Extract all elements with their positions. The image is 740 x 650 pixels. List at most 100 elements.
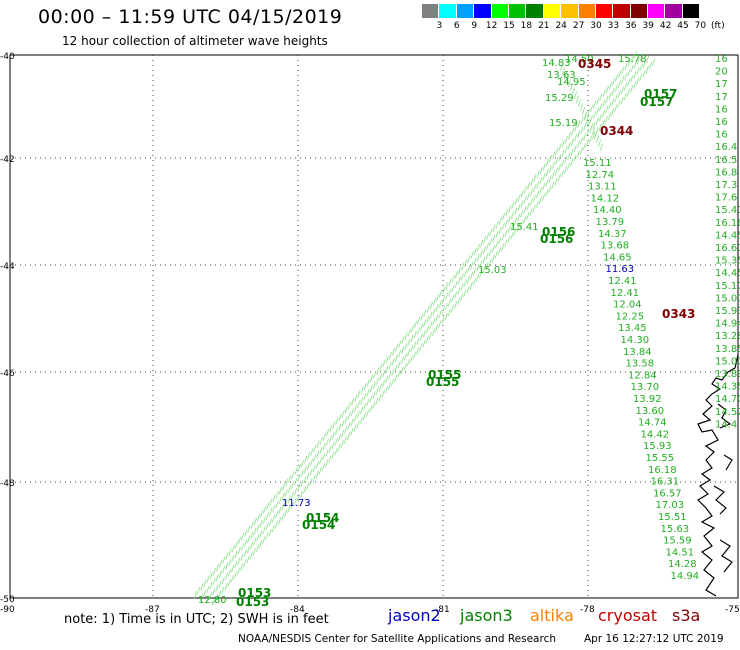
latitude-label: -50: [0, 595, 15, 605]
track-sample: /: [300, 490, 304, 500]
page-title: 00:00 – 11:59 UTC 04/15/2019: [38, 6, 343, 28]
color-scale-tick: 12: [485, 21, 498, 31]
track-sample: /: [637, 67, 641, 77]
pass-id-label: 0156: [540, 232, 573, 246]
track-sample: /: [376, 387, 380, 397]
track-sample: /: [555, 147, 559, 157]
color-swatch: [422, 4, 440, 18]
track-sample: /: [288, 475, 292, 485]
track-sample: /: [310, 448, 314, 458]
wave-height-value: 14.94: [715, 319, 740, 330]
track-sample: /: [589, 135, 593, 145]
color-swatch: [508, 4, 527, 18]
track-sample: /: [580, 136, 584, 146]
wave-height-value: 13.45: [618, 323, 647, 334]
track-sample: /: [615, 84, 619, 94]
track-sample: /: [319, 446, 323, 456]
track-sample: /: [272, 504, 276, 514]
track-sample: /: [605, 116, 609, 126]
wave-height-value: 15.51: [658, 512, 687, 523]
track-sample: /: [560, 63, 564, 73]
track-sample: /: [533, 184, 537, 194]
track-sample: /: [540, 166, 544, 176]
track-sample: /: [621, 86, 625, 96]
track-sample: /: [382, 379, 386, 389]
track-sample: /: [322, 463, 326, 473]
track-sample: /: [432, 328, 436, 338]
track-sample: /: [471, 251, 475, 261]
track-sample: /: [551, 181, 555, 191]
track-sample: /: [564, 166, 568, 176]
track-sample: /: [580, 147, 584, 157]
track-sample: /: [467, 265, 471, 275]
track-sample: /: [609, 92, 613, 102]
track-sample: /: [627, 89, 631, 99]
track-sample: /: [634, 61, 638, 71]
track-sample: /: [266, 512, 270, 522]
track-sample: /: [197, 587, 201, 597]
track-sample: /: [304, 456, 308, 466]
track-sample: /: [501, 233, 505, 243]
track-sample: /: [508, 225, 512, 235]
track-sample: /: [351, 418, 355, 428]
color-scale-tick: 24: [555, 21, 567, 31]
track-sample: /: [284, 509, 288, 519]
color-swatch: [630, 4, 649, 18]
track-sample: /: [442, 286, 446, 296]
track-sample: /: [486, 252, 490, 262]
track-sample: /: [339, 413, 343, 423]
track-sample: /: [297, 494, 301, 504]
track-sample: /: [260, 510, 264, 520]
track-sample: /: [483, 246, 487, 256]
track-sample: /: [234, 571, 238, 581]
track-sample: /: [383, 359, 387, 369]
track-sample: /: [288, 485, 292, 495]
track-sample: /: [407, 338, 411, 348]
track-sample: /: [458, 267, 462, 277]
track-sample: /: [332, 421, 336, 431]
track-sample: /: [445, 292, 449, 302]
track-sample: /: [505, 209, 509, 219]
wave-height-value: 16.57: [653, 488, 682, 499]
track-sample: /: [606, 85, 610, 95]
track-sample: /: [467, 275, 471, 285]
pass-id-label: 0345: [578, 57, 611, 71]
track-sample: /: [482, 266, 486, 276]
track-sample: /: [213, 568, 217, 578]
track-sample: /: [367, 389, 371, 399]
track-sample: /: [479, 270, 483, 280]
track-sample: /: [489, 258, 493, 268]
track-sample: /: [558, 153, 562, 163]
track-sample: /: [344, 436, 348, 446]
track-sample: /: [250, 552, 254, 562]
track-sample: /: [473, 257, 477, 267]
track-sample: /: [398, 360, 402, 370]
wave-height-value: 14.45: [715, 268, 740, 279]
track-sample: /: [584, 112, 588, 122]
track-sample: /: [449, 278, 453, 288]
page-subtitle: 12 hour collection of altimeter wave hei…: [62, 34, 328, 48]
track-sample: /: [561, 170, 565, 180]
track-sample: /: [498, 237, 502, 247]
track-sample: /: [276, 490, 280, 500]
track-sample: /: [401, 346, 405, 356]
wave-height-value: 16: [715, 117, 728, 128]
track-sample: /: [272, 525, 276, 535]
track-sample: /: [216, 564, 220, 574]
wave-height-value: 13.70: [631, 382, 660, 393]
track-sample: /: [521, 200, 525, 210]
track-sample: /: [555, 177, 559, 187]
track-sample: /: [313, 444, 317, 454]
track-sample: /: [222, 566, 226, 576]
track-sample: /: [228, 568, 232, 578]
track-sample: /: [429, 322, 433, 332]
wave-height-value: 13.89: [715, 369, 740, 380]
track-sample: /: [580, 126, 584, 136]
track-sample: /: [605, 95, 609, 105]
color-swatch: [526, 4, 544, 18]
track-sample: /: [206, 585, 210, 595]
pass-id-label: 0155: [426, 375, 459, 389]
track-sample: /: [313, 464, 317, 474]
track-sample: /: [353, 424, 357, 434]
track-sample: /: [537, 170, 541, 180]
